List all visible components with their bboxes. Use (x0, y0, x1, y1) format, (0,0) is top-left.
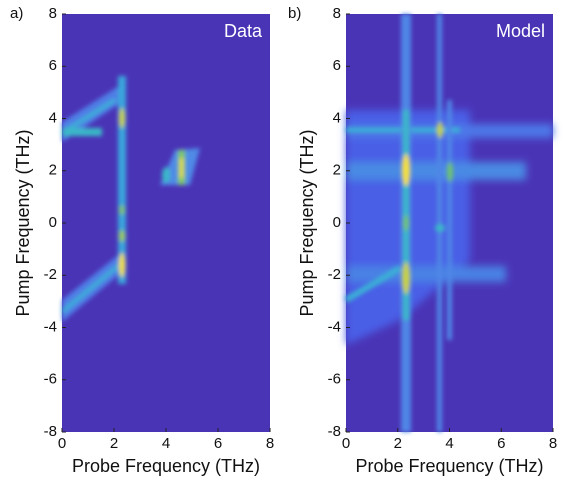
heatmap-b (344, 14, 553, 432)
y-tick-label: 2 (333, 162, 341, 179)
y-tick-label: -8 (44, 423, 57, 440)
panel-title: Model (496, 21, 545, 41)
x-tick-label: 4 (445, 435, 453, 452)
panel-label: b) (288, 5, 301, 22)
x-tick-label: 8 (266, 435, 274, 452)
y-tick-label: -2 (44, 266, 57, 283)
heatmap-a (60, 14, 270, 432)
x-tick-label: 2 (394, 435, 402, 452)
y-tick-label: 4 (49, 109, 57, 126)
y-tick-label: 4 (333, 109, 341, 126)
y-tick-label: 8 (333, 5, 341, 22)
x-tick-label: 0 (342, 435, 350, 452)
x-tick-label: 0 (58, 435, 66, 452)
x-axis-label: Probe Frequency (THz) (355, 456, 543, 476)
x-tick-label: 8 (549, 435, 557, 452)
x-tick-label: 2 (110, 435, 118, 452)
x-tick-label: 4 (162, 435, 170, 452)
y-tick-label: -4 (328, 318, 341, 335)
y-tick-label: 0 (49, 214, 57, 231)
x-tick-label: 6 (214, 435, 222, 452)
y-axis-label: Pump Frequency (THz) (297, 129, 317, 316)
x-axis-label: Probe Frequency (THz) (72, 456, 260, 476)
y-tick-label: 0 (333, 214, 341, 231)
y-tick-label: 2 (49, 162, 57, 179)
y-axis-label: Pump Frequency (THz) (13, 129, 33, 316)
panel-title: Data (224, 21, 263, 41)
y-tick-label: -8 (328, 423, 341, 440)
y-tick-label: 8 (49, 5, 57, 22)
x-tick-label: 6 (497, 435, 505, 452)
y-tick-label: 6 (333, 57, 341, 74)
y-tick-label: -4 (44, 318, 57, 335)
panel-label: a) (10, 5, 23, 22)
y-tick-label: -6 (328, 371, 341, 388)
y-tick-label: -2 (328, 266, 341, 283)
y-tick-label: 6 (49, 57, 57, 74)
y-tick-label: -6 (44, 371, 57, 388)
